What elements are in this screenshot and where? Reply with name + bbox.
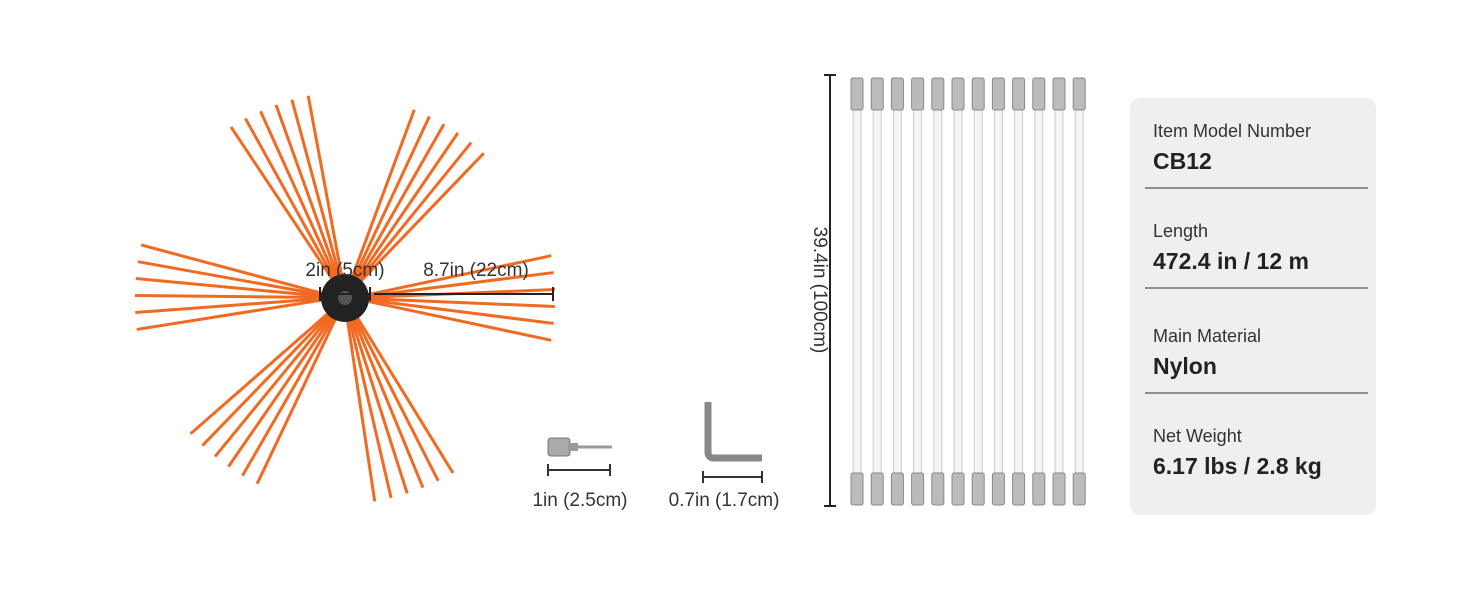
bristle — [349, 316, 409, 494]
rods-drawing — [850, 77, 1086, 506]
bristle — [364, 298, 554, 325]
rod — [1014, 107, 1024, 475]
rod — [1034, 107, 1044, 475]
rod — [852, 107, 862, 475]
rod-cap — [1052, 472, 1066, 506]
bristle — [137, 260, 326, 297]
spec-value: CB12 — [1153, 148, 1212, 174]
dimension-label: 0.7in (1.7cm) — [669, 490, 780, 511]
bristle — [135, 277, 326, 298]
rod-cap — [890, 472, 904, 506]
rod-cap — [850, 77, 864, 111]
rod-cap — [931, 472, 945, 506]
bristle — [244, 117, 337, 281]
rod-cap — [870, 77, 884, 111]
rod-cap — [1072, 77, 1086, 111]
rod — [953, 107, 963, 475]
bristle — [355, 132, 460, 283]
bristle — [364, 271, 554, 298]
bristle — [351, 316, 425, 489]
bristle — [354, 314, 455, 474]
rod — [872, 107, 882, 475]
spec-value: 472.4 in / 12 m — [1153, 248, 1309, 274]
rod-cap — [1012, 77, 1026, 111]
bristle — [134, 294, 326, 299]
spec-label: Main Material — [1153, 326, 1261, 346]
bristle — [140, 243, 327, 296]
bristle — [189, 311, 331, 435]
bristle — [290, 99, 342, 280]
rod-cap — [911, 472, 925, 506]
rod — [892, 107, 902, 475]
bristle — [229, 126, 335, 282]
adapter-drawing — [547, 437, 612, 476]
rod — [1054, 107, 1064, 475]
dimension-label: 1in (2.5cm) — [532, 490, 627, 511]
spec-label: Length — [1153, 221, 1208, 241]
rod-cap — [951, 77, 965, 111]
rod — [1074, 107, 1084, 475]
bristle — [274, 104, 340, 280]
dimension-label: 2in (5cm) — [305, 260, 384, 281]
bristle — [364, 299, 552, 342]
bristle — [241, 314, 337, 477]
spec-label: Item Model Number — [1153, 121, 1311, 141]
rod-cap — [991, 472, 1005, 506]
bristle — [347, 316, 393, 499]
bristle — [349, 109, 416, 281]
dimension-label: 39.4in (100cm) — [809, 227, 830, 354]
spec-value: 6.17 lbs / 2.8 kg — [1153, 453, 1322, 479]
dimension-label: 8.7in (22cm) — [423, 260, 529, 281]
rod-cap — [911, 77, 925, 111]
bristle — [259, 110, 338, 281]
bristle — [358, 152, 485, 284]
bristle — [364, 254, 552, 297]
rod-cap — [1052, 77, 1066, 111]
spec-value: Nylon — [1153, 353, 1217, 379]
brush-drawing — [134, 95, 555, 502]
bristle — [353, 123, 446, 282]
specs-list: Item Model Number CB12 Length 472.4 in / 12… — [1145, 121, 1368, 479]
rod — [973, 107, 983, 475]
rod-cap — [1072, 472, 1086, 506]
rod-cap — [870, 472, 884, 506]
bristle — [135, 297, 326, 314]
bristle — [201, 311, 332, 447]
spec-label: Net Weight — [1153, 426, 1242, 446]
bristle — [255, 314, 339, 485]
wrench-drawing — [702, 402, 763, 483]
bristle — [306, 95, 344, 279]
rod-cap — [991, 77, 1005, 111]
bristle — [136, 298, 326, 331]
rod-cap — [890, 77, 904, 111]
brush-dimension-lines — [319, 287, 554, 301]
rod-cap — [931, 77, 945, 111]
rod-cap — [1032, 472, 1046, 506]
bristle — [213, 312, 334, 458]
rod-cap — [1032, 77, 1046, 111]
rod — [933, 107, 943, 475]
rod-cap — [951, 472, 965, 506]
bristle — [351, 115, 431, 281]
bristle — [227, 313, 335, 468]
bristle — [353, 315, 440, 482]
bristle — [364, 297, 555, 308]
bristle — [356, 141, 473, 283]
bristle — [345, 317, 377, 502]
rod — [993, 107, 1003, 475]
rod-cap — [1012, 472, 1026, 506]
specs-panel — [1130, 98, 1376, 515]
rod-cap — [850, 472, 864, 506]
rod-dimension-line — [824, 74, 836, 507]
rod — [913, 107, 923, 475]
rod-cap — [971, 472, 985, 506]
rod-cap — [971, 77, 985, 111]
